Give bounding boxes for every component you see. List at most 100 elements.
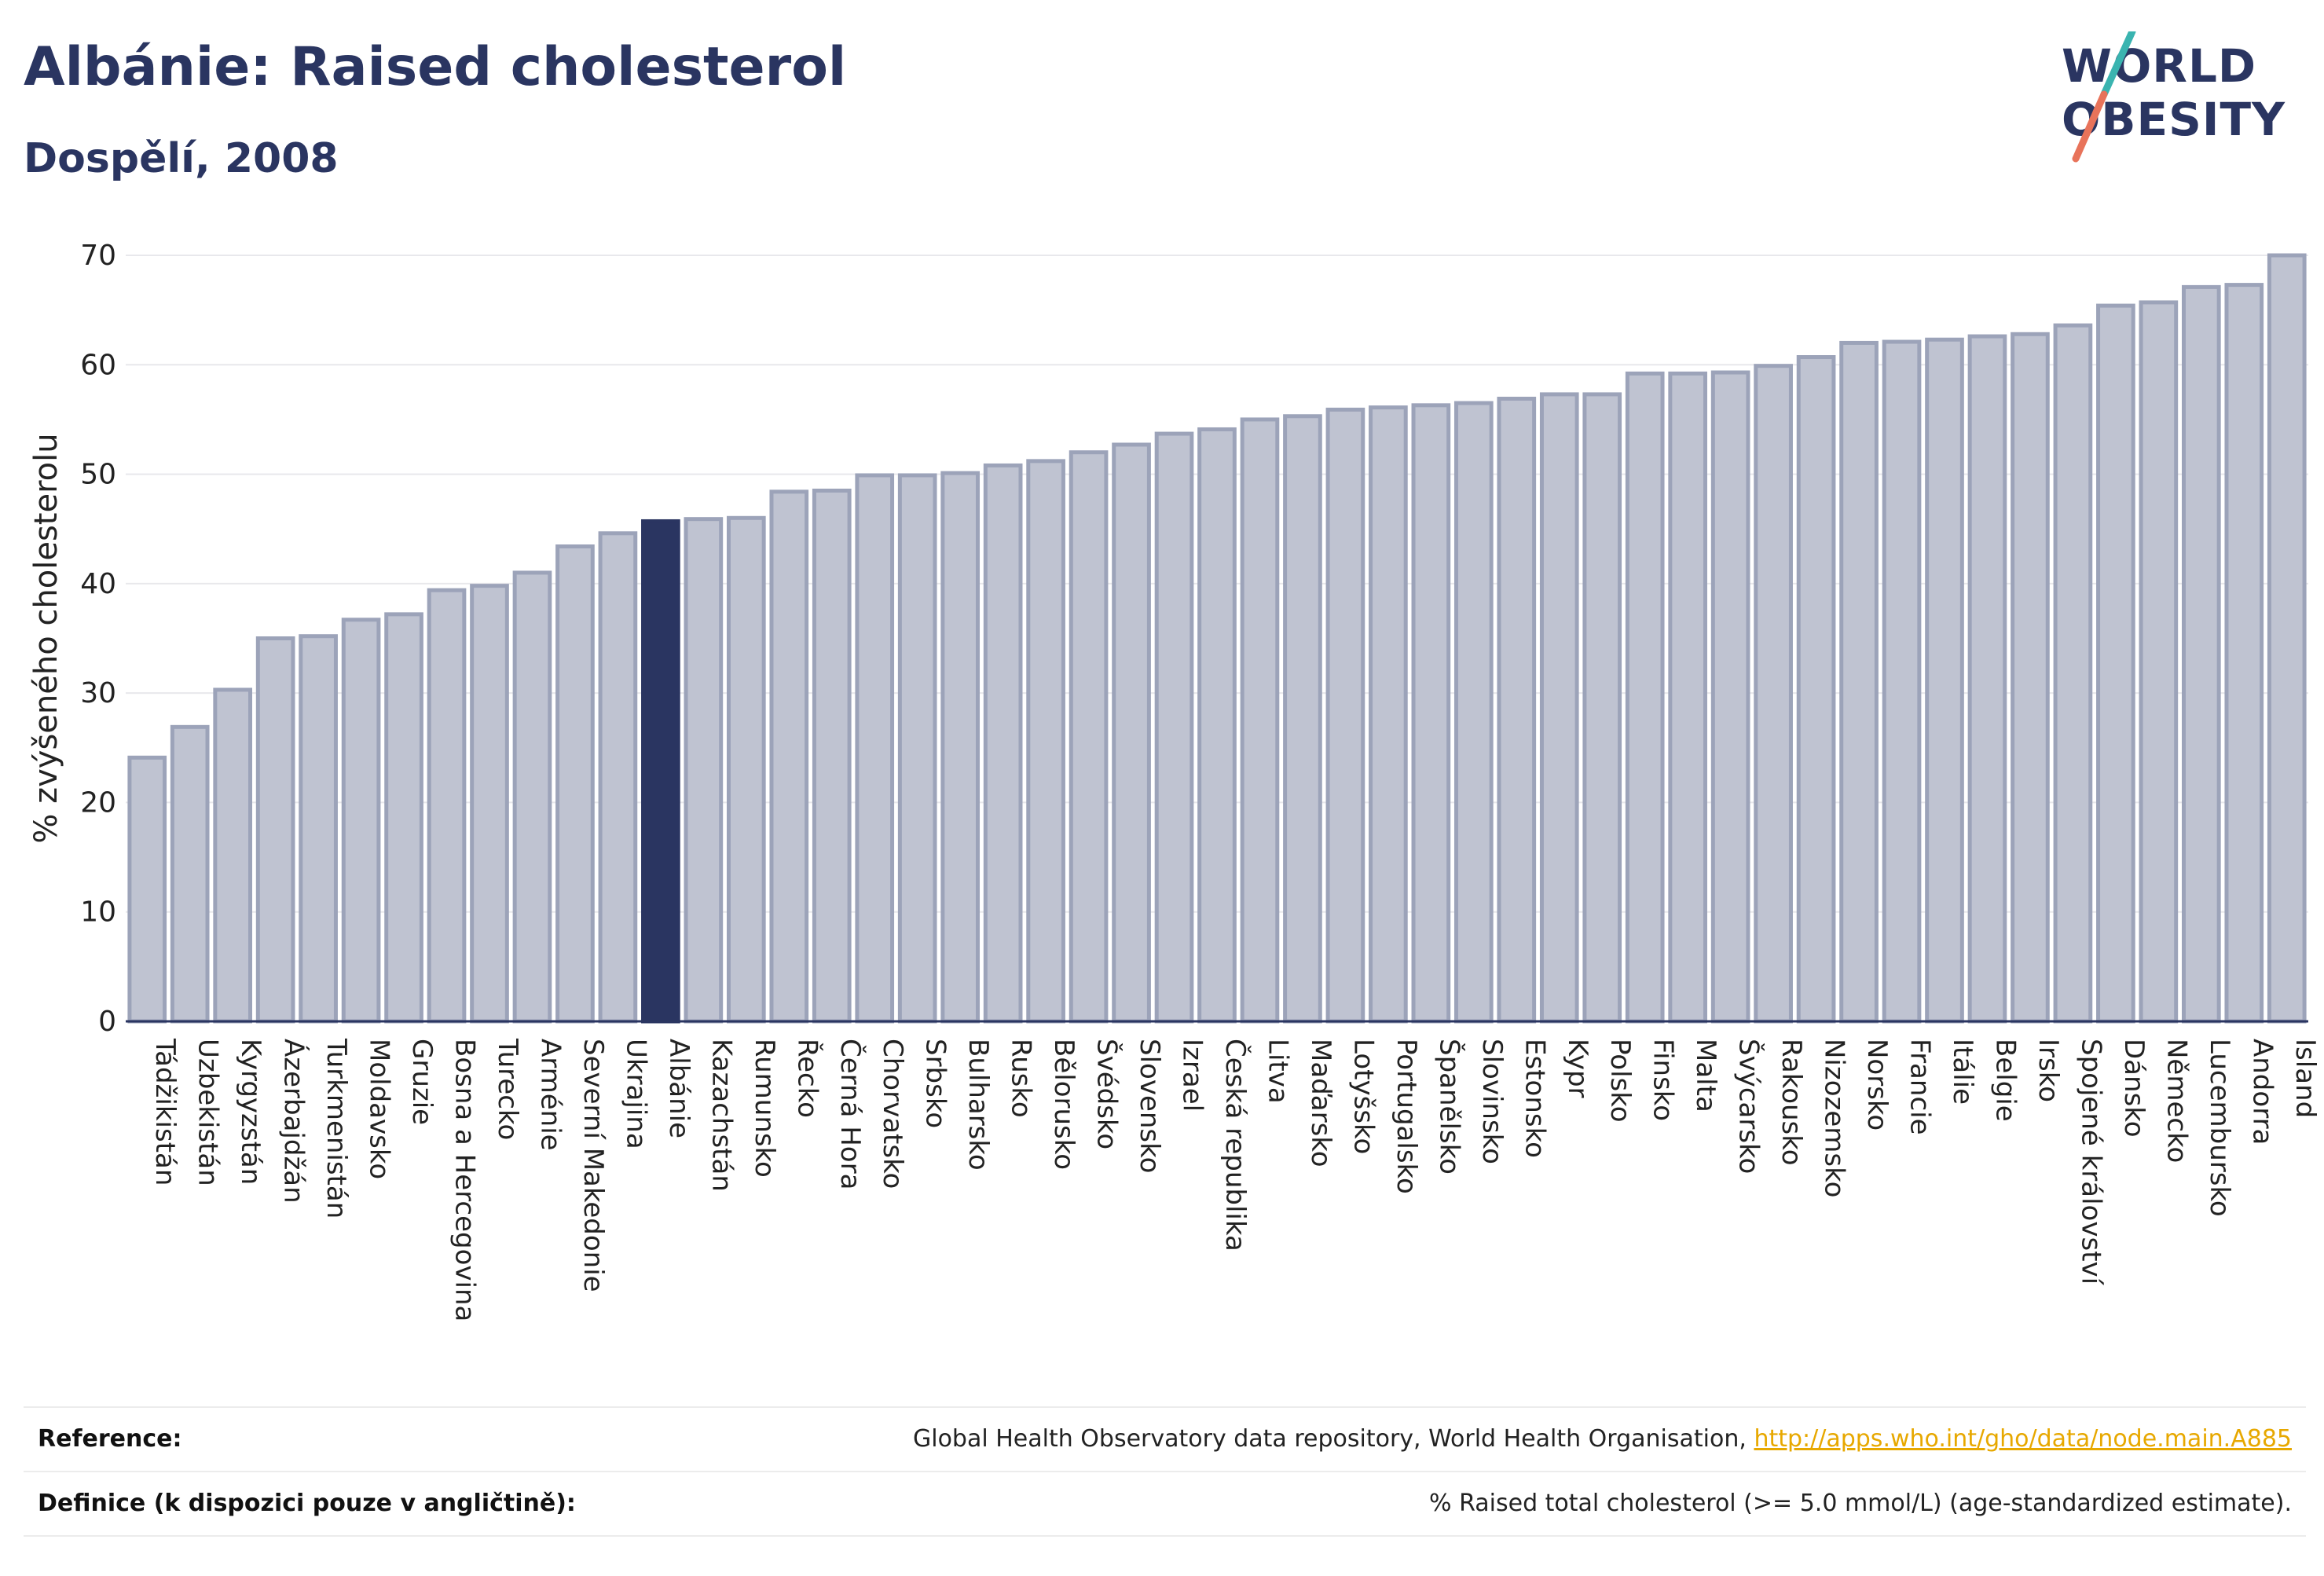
x-tick-label: Belgie: [1989, 1039, 2021, 1122]
bar: [855, 473, 895, 1024]
bar: [127, 755, 167, 1024]
x-tick-label: Německo: [2161, 1039, 2192, 1163]
x-tick-label: Izrael: [1177, 1039, 1208, 1112]
logo-slash-top: [2100, 31, 2136, 98]
x-tick-label: Slovensko: [1134, 1039, 1165, 1173]
bar: [598, 531, 638, 1024]
x-tick-label: Malta: [1690, 1039, 1721, 1112]
bar: [1882, 339, 1922, 1024]
x-tick-label: Nizozemsko: [1819, 1039, 1850, 1197]
chart-title: Albánie: Raised cholesterol: [24, 36, 847, 98]
bar: [1625, 371, 1665, 1024]
bars: [127, 253, 2307, 1024]
bar-chart: Tádžikistán Uzbekistán Kyrgyzstán Ázerbajdž…: [28, 240, 2321, 1321]
reference-link[interactable]: http://apps.who.int/gho/data/node.main.A…: [1754, 1425, 2292, 1453]
bar-highlight: [641, 519, 680, 1024]
x-tick-label: Rakousko: [1776, 1039, 1807, 1166]
x-tick-label: Chorvatsko: [877, 1039, 908, 1189]
bar: [983, 463, 1023, 1024]
bar: [684, 517, 724, 1024]
bar: [2053, 323, 2093, 1024]
x-tick-label: Itálie: [1947, 1039, 1978, 1105]
x-tick-label: Gruzie: [406, 1039, 438, 1125]
reference-label: Reference:: [38, 1425, 182, 1453]
y-tick-label: 60: [80, 349, 116, 381]
x-tick-label: Kypr: [1562, 1039, 1593, 1098]
bar: [2267, 253, 2307, 1024]
bar: [1453, 401, 1494, 1024]
bar: [555, 544, 595, 1024]
y-tick-label: 0: [98, 1006, 116, 1038]
bar: [170, 724, 210, 1024]
x-tick-label: Francie: [1904, 1039, 1936, 1135]
y-tick-label: 50: [80, 459, 116, 491]
x-tick-label: Arménie: [534, 1039, 566, 1151]
bar: [1796, 355, 1836, 1024]
bar: [1154, 431, 1194, 1024]
x-tick-label: Turkmenistán: [321, 1038, 352, 1219]
bar: [255, 636, 295, 1024]
x-tick-label: Ukrajina: [620, 1039, 651, 1149]
bar: [812, 488, 852, 1024]
bar: [299, 634, 338, 1024]
bar: [1967, 334, 2007, 1024]
x-tick-label: Bělorusko: [1048, 1039, 1080, 1170]
bar: [1240, 417, 1280, 1024]
chart-subtitle: Dospělí, 2008: [24, 135, 339, 182]
y-axis-title: % zvýšeného cholesterolu: [28, 433, 64, 843]
bar: [897, 473, 937, 1024]
bar: [1582, 392, 1622, 1024]
x-tick-label: Lucembursko: [2204, 1039, 2235, 1217]
bar: [341, 618, 381, 1024]
x-tick-labels: Tádžikistán Uzbekistán Kyrgyzstán Ázerbajdž…: [149, 1038, 2321, 1321]
x-tick-label: Kyrgyzstán: [235, 1039, 266, 1185]
bar: [512, 570, 552, 1024]
x-tick-label: Albánie: [663, 1039, 695, 1138]
x-tick-label: Švýcarsko: [1733, 1039, 1765, 1174]
footer-definition-row: Definice (k dispozici pouze v angličtině…: [24, 1471, 2306, 1537]
x-tick-label: Bosna a Hercegovina: [449, 1039, 481, 1321]
footer-reference-row: Reference: Global Health Observatory dat…: [24, 1406, 2306, 1471]
bar: [2096, 303, 2135, 1024]
x-tick-label: Turecko: [492, 1038, 523, 1140]
bar: [2181, 284, 2221, 1024]
bar: [769, 489, 809, 1024]
x-tick-label: Švédsko: [1091, 1039, 1124, 1149]
x-tick-label: Rusko: [1006, 1039, 1037, 1118]
x-tick-label: Island: [2289, 1039, 2321, 1118]
y-tick-labels: 0 10 20 30 40 50 60 70: [80, 240, 116, 1038]
bar: [427, 588, 467, 1024]
x-tick-label: Dánsko: [2118, 1039, 2150, 1138]
x-tick-label: Česká republika: [1219, 1039, 1252, 1252]
bar: [1112, 442, 1151, 1024]
bar: [940, 471, 981, 1024]
x-tick-label: Bulharsko: [962, 1039, 994, 1171]
x-tick-label: Spojené království: [2075, 1039, 2106, 1286]
x-tick-label: Řecko: [791, 1039, 823, 1118]
bar: [1668, 371, 1708, 1024]
logo-slash-bottom: [2072, 90, 2108, 163]
x-tick-label: Norsko: [1861, 1039, 1893, 1131]
x-tick-label: Polsko: [1604, 1039, 1636, 1123]
bar: [213, 687, 253, 1024]
world-obesity-logo: WORLD OBESITY: [2051, 31, 2302, 165]
definition-label: Definice (k dispozici pouze v angličtině…: [38, 1490, 576, 1517]
bar: [2224, 283, 2264, 1024]
y-tick-label: 70: [80, 240, 116, 272]
bar: [1539, 392, 1579, 1024]
y-tick-label: 20: [80, 786, 116, 819]
bar: [1283, 414, 1322, 1024]
definition-value: % Raised total cholesterol (>= 5.0 mmol/…: [1429, 1490, 2292, 1517]
reference-text: Global Health Observatory data repositor…: [913, 1425, 1747, 1453]
reference-value: Global Health Observatory data repositor…: [913, 1425, 2292, 1453]
y-tick-label: 30: [80, 677, 116, 709]
bar: [1325, 407, 1365, 1024]
x-tick-label: Moldavsko: [364, 1039, 395, 1179]
x-tick-label: Litva: [1262, 1039, 1293, 1104]
x-tick-label: Černá Hora: [834, 1039, 867, 1189]
x-tick-label: Finsko: [1648, 1039, 1679, 1121]
x-tick-label: Irsko: [2033, 1039, 2064, 1102]
bar: [2011, 332, 2050, 1024]
bar: [1710, 370, 1750, 1024]
bar: [384, 612, 423, 1024]
